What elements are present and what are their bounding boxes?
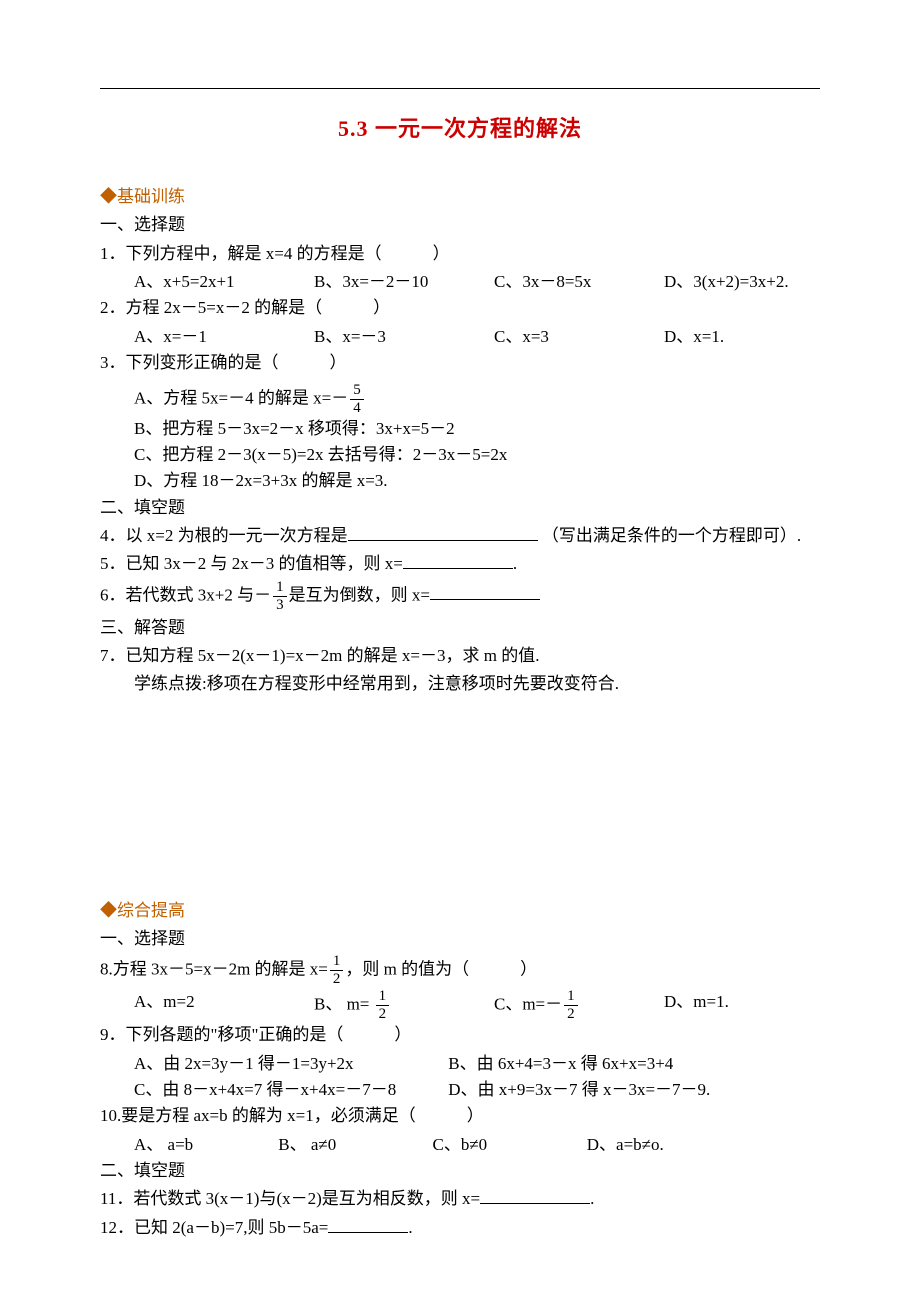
q1-choice-a: A、x+5=2x+1 xyxy=(134,269,314,295)
q6-fraction: 13 xyxy=(271,580,289,613)
q2-choice-d: D、x=1. xyxy=(664,324,724,350)
q7-line1: 7．已知方程 5x－2(x－1)=x－2m 的解是 x=－3，求 m 的值. xyxy=(100,643,820,669)
q10-choice-b: B、 a≠0 xyxy=(278,1132,428,1158)
q8-choice-d: D、m=1. xyxy=(664,989,729,1022)
q10-stem: 10.要是方程 ax=b 的解为 x=1，必须满足（ ） xyxy=(100,1103,820,1129)
q9-choice-c: C、由 8－x+4x=7 得－x+4x=－7－8 xyxy=(134,1077,444,1103)
q12-line: 12．已知 2(a－b)=7,则 5b－5a=. xyxy=(100,1215,820,1241)
q5-post: . xyxy=(513,554,517,573)
q2-stem: 2．方程 2x－5=x－2 的解是（ ） xyxy=(100,295,820,321)
q3-choice-d: D、方程 18－2x=3+3x 的解是 x=3. xyxy=(100,468,820,494)
q11-blank xyxy=(480,1186,590,1204)
page-root: 5.3 一元一次方程的解法 ◆基础训练 一、选择题 1．下列方程中，解是 x=4… xyxy=(0,0,920,1302)
q10-choice-d: D、a=b≠o. xyxy=(587,1135,664,1154)
q8-choice-a: A、m=2 xyxy=(134,989,314,1022)
q11-pre: 11．若代数式 3(x－1)与(x－2)是互为相反数，则 x= xyxy=(100,1189,480,1208)
top-horizontal-rule xyxy=(100,88,820,89)
heading-answer-1: 三、解答题 xyxy=(100,615,820,641)
q6-blank xyxy=(430,582,540,600)
q1-stem: 1．下列方程中，解是 x=4 的方程是（ ） xyxy=(100,241,820,267)
q3-choice-b: B、把方程 5－3x=2－x 移项得：3x+x=5－2 xyxy=(100,416,820,442)
heading-fill-1: 二、填空题 xyxy=(100,495,820,521)
q4-post: （写出满足条件的一个方程即可）. xyxy=(542,526,801,545)
q1-choice-b: B、3x=－2－10 xyxy=(314,269,494,295)
frac-den: 4 xyxy=(350,400,364,416)
q12-blank xyxy=(328,1215,408,1233)
q2-choices: A、x=－1 B、x=－3 C、x=3 D、x=1. xyxy=(100,324,820,350)
q5-pre: 5．已知 3x－2 与 2x－3 的值相等，则 x= xyxy=(100,554,403,573)
q9-stem: 9．下列各题的"移项"正确的是（ ） xyxy=(100,1022,820,1048)
q9-choice-b: B、由 6x+4=3－x 得 6x+x=3+4 xyxy=(448,1054,673,1073)
q1-choice-d: D、3(x+2)=3x+2. xyxy=(664,269,789,295)
q11-line: 11．若代数式 3(x－1)与(x－2)是互为相反数，则 x=. xyxy=(100,1186,820,1212)
q10-choice-c: C、b≠0 xyxy=(433,1132,583,1158)
q8-choice-c: C、m=－12 xyxy=(494,989,664,1022)
q2-choice-b: B、x=－3 xyxy=(314,324,494,350)
q8-pre: 8.方程 3x－5=x－2m 的解是 x= xyxy=(100,960,328,979)
q8-b-pre: B、 m= xyxy=(314,995,374,1014)
vertical-spacer xyxy=(100,698,820,898)
section-marker-advanced: ◆综合提高 xyxy=(100,898,820,924)
heading-choice-2: 一、选择题 xyxy=(100,926,820,952)
section-marker-basics: ◆基础训练 xyxy=(100,184,820,210)
frac-num: 1 xyxy=(564,989,578,1006)
q12-post: . xyxy=(408,1218,412,1237)
q7-line2: 学练点拨:移项在方程变形中经常用到，注意移项时先要改变符合. xyxy=(100,671,820,697)
q8-c-fraction: 12 xyxy=(562,989,580,1022)
q4-blank xyxy=(348,523,538,541)
frac-num: 1 xyxy=(376,989,390,1006)
q5-blank xyxy=(403,551,513,569)
q3-a-text: A、方程 5x=－4 的解是 x=－ xyxy=(134,388,348,407)
q6-pre: 6．若代数式 3x+2 与－ xyxy=(100,585,271,604)
q8-post: ，则 m 的值为（ ） xyxy=(345,960,537,979)
q1-choices: A、x+5=2x+1 B、3x=－2－10 C、3x－8=5x D、3(x+2)… xyxy=(100,269,820,295)
frac-num: 1 xyxy=(330,954,344,971)
heading-choice-1: 一、选择题 xyxy=(100,212,820,238)
q1-choice-c: C、3x－8=5x xyxy=(494,269,664,295)
q6-mid: 是互为倒数，则 x= xyxy=(289,585,430,604)
q10-choice-a: A、 a=b xyxy=(134,1132,274,1158)
q2-choice-a: A、x=－1 xyxy=(134,324,314,350)
q9-choice-d: D、由 x+9=3x－7 得 x－3x=－7－9. xyxy=(448,1080,710,1099)
q11-post: . xyxy=(590,1189,594,1208)
q2-choice-c: C、x=3 xyxy=(494,324,664,350)
q8-choices: A、m=2 B、 m= 12 C、m=－12 D、m=1. xyxy=(100,989,820,1022)
q9-row2: C、由 8－x+4x=7 得－x+4x=－7－8 D、由 x+9=3x－7 得 … xyxy=(100,1077,820,1103)
frac-den: 2 xyxy=(564,1006,578,1022)
q9-choice-a: A、由 2x=3y－1 得－1=3y+2x xyxy=(134,1051,444,1077)
frac-den: 3 xyxy=(273,597,287,613)
frac-den: 2 xyxy=(330,971,344,987)
q8-c-pre: C、m=－ xyxy=(494,995,562,1014)
q4-pre: 4．以 x=2 为根的一元一次方程是 xyxy=(100,526,348,545)
q4-line: 4．以 x=2 为根的一元一次方程是 （写出满足条件的一个方程即可）. xyxy=(100,523,820,549)
frac-num: 5 xyxy=(350,383,364,400)
q3-choice-c: C、把方程 2－3(x－5)=2x 去括号得：2－3x－5=2x xyxy=(100,442,820,468)
q8-fraction: 12 xyxy=(328,954,346,987)
frac-den: 2 xyxy=(376,1006,390,1022)
q8-b-fraction: 12 xyxy=(374,989,392,1022)
heading-fill-2: 二、填空题 xyxy=(100,1158,820,1184)
q5-line: 5．已知 3x－2 与 2x－3 的值相等，则 x=. xyxy=(100,551,820,577)
q3-a-fraction: 54 xyxy=(348,383,366,416)
q12-pre: 12．已知 2(a－b)=7,则 5b－5a= xyxy=(100,1218,328,1237)
frac-num: 1 xyxy=(273,580,287,597)
q3-choice-a: A、方程 5x=－4 的解是 x=－54 xyxy=(100,383,820,416)
q6-line: 6．若代数式 3x+2 与－13是互为倒数，则 x= xyxy=(100,580,820,613)
q8-stem: 8.方程 3x－5=x－2m 的解是 x=12，则 m 的值为（ ） xyxy=(100,954,820,987)
q10-choices: A、 a=b B、 a≠0 C、b≠0 D、a=b≠o. xyxy=(100,1132,820,1158)
document-title: 5.3 一元一次方程的解法 xyxy=(100,112,820,146)
q3-stem: 3．下列变形正确的是（ ） xyxy=(100,350,820,376)
q8-choice-b: B、 m= 12 xyxy=(314,989,494,1022)
q9-row1: A、由 2x=3y－1 得－1=3y+2x B、由 6x+4=3－x 得 6x+… xyxy=(100,1051,820,1077)
